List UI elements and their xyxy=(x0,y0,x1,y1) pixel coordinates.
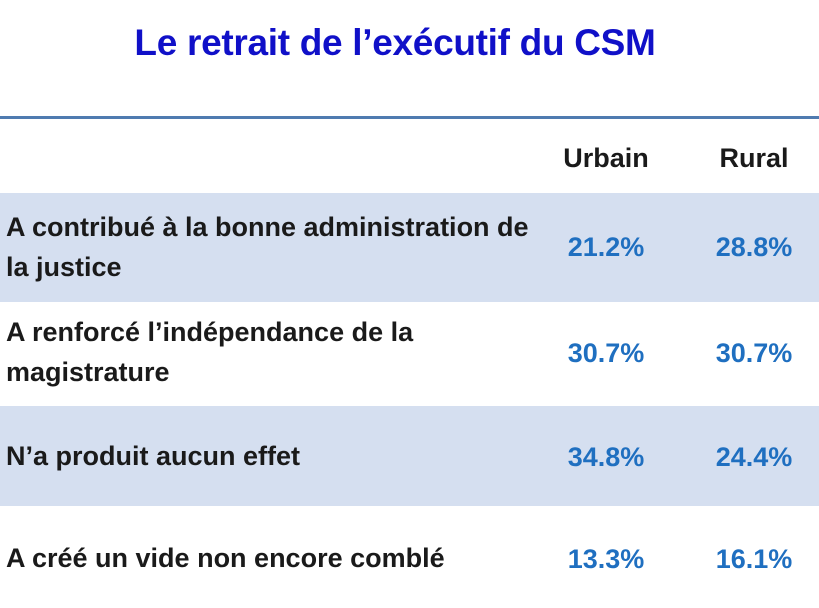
row-label: A renforcé l’indépendance de la magistra… xyxy=(6,317,414,387)
value-cell-rural: 28.8% xyxy=(715,232,793,262)
value-cell-urbain: 30.7% xyxy=(567,338,645,368)
table-row: A renforcé l’indépendance de la magistra… xyxy=(0,302,819,406)
table-row: A créé un vide non encore comblé 13.3% 1… xyxy=(0,506,819,608)
results-table: Urbain Rural A contribué à la bonne admi… xyxy=(0,119,819,608)
value-cell-rural: 24.4% xyxy=(715,442,793,472)
value-cell-rural: 30.7% xyxy=(715,338,793,368)
value-cell-urbain: 21.2% xyxy=(567,232,645,262)
column-header-rural: Rural xyxy=(719,143,789,173)
header-rule xyxy=(0,116,819,119)
row-label: N’a produit aucun effet xyxy=(6,441,301,471)
value-cell-urbain: 34.8% xyxy=(567,442,645,472)
value-cell-rural: 16.1% xyxy=(715,544,793,574)
table-row: N’a produit aucun effet 34.8% 24.4% xyxy=(0,406,819,506)
row-label: A créé un vide non encore comblé xyxy=(6,543,445,573)
column-header-urbain: Urbain xyxy=(563,143,649,173)
table-header-row: Urbain Rural xyxy=(0,119,819,193)
value-cell-urbain: 13.3% xyxy=(567,544,645,574)
row-label: A contribué à la bonne administration de… xyxy=(6,212,529,282)
table-row: A contribué à la bonne administration de… xyxy=(0,193,819,302)
page-title: Le retrait de l’exécutif du CSM xyxy=(134,22,656,63)
